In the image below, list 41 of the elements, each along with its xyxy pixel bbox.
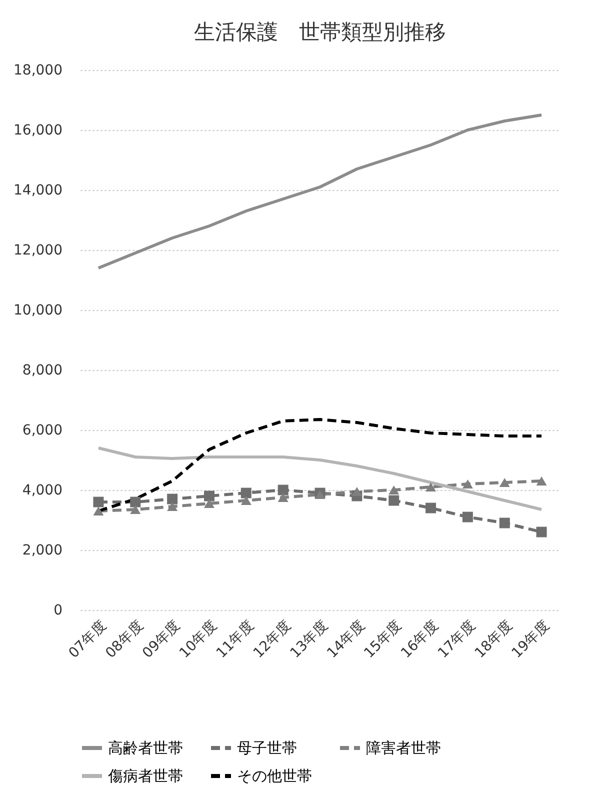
legend-label: 母子世帯 [237, 739, 297, 757]
y-tick-label: 14,000 [14, 182, 62, 198]
point [240, 496, 252, 506]
point [388, 485, 400, 495]
y-tick-label: 16,000 [14, 122, 62, 138]
point [536, 476, 547, 486]
point [204, 490, 214, 502]
y-tick-label: 0 [54, 602, 62, 618]
y-tick-label: 8,000 [22, 362, 62, 378]
legend-label: 障害者世帯 [366, 739, 441, 757]
y-tick-label: 6,000 [22, 422, 62, 438]
point [536, 526, 547, 538]
line-series [96, 114, 544, 270]
point [130, 496, 141, 508]
point [93, 496, 104, 508]
y-tick-label: 4,000 [22, 482, 62, 498]
legend-label: 高齢者世帯 [108, 739, 183, 757]
point [278, 484, 288, 496]
point [167, 494, 178, 504]
point [426, 502, 436, 514]
point [499, 518, 510, 528]
point [167, 502, 178, 512]
point [426, 482, 436, 492]
legend-label: その他世帯 [237, 767, 312, 785]
point [462, 512, 473, 522]
point [240, 488, 252, 498]
chart-title: 生活保護 世帯類型別推移 [194, 20, 446, 44]
point [204, 498, 214, 508]
y-tick-label: 12,000 [14, 242, 62, 258]
point [388, 495, 400, 506]
legend-label: 傷病者世帯 [107, 767, 183, 785]
y-tick-label: 2,000 [22, 542, 62, 558]
point [499, 478, 510, 488]
line-series [96, 446, 544, 511]
point [278, 492, 288, 502]
point [130, 504, 141, 514]
point [352, 486, 362, 496]
point [462, 479, 473, 489]
y-tick-label: 18,000 [14, 62, 62, 78]
y-tick-label: 10,000 [14, 302, 62, 318]
point [93, 506, 104, 516]
